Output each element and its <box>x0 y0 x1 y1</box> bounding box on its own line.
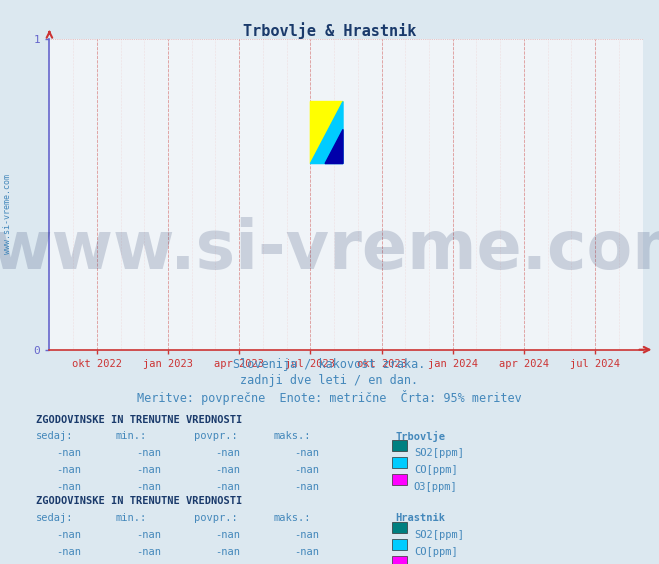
Text: zadnji dve leti / en dan.: zadnji dve leti / en dan. <box>241 374 418 387</box>
Text: SO2[ppm]: SO2[ppm] <box>414 530 464 540</box>
Text: CO[ppm]: CO[ppm] <box>414 547 457 557</box>
Text: www.si-vreme.com: www.si-vreme.com <box>0 217 659 284</box>
Text: SO2[ppm]: SO2[ppm] <box>414 448 464 459</box>
Text: Slovenija / kakovost zraka.: Slovenija / kakovost zraka. <box>233 358 426 371</box>
Text: -nan: -nan <box>294 530 319 540</box>
Text: -nan: -nan <box>294 448 319 459</box>
Text: -nan: -nan <box>57 547 82 557</box>
Text: -nan: -nan <box>215 482 240 492</box>
Text: -nan: -nan <box>57 465 82 475</box>
Text: -nan: -nan <box>215 530 240 540</box>
Text: -nan: -nan <box>294 465 319 475</box>
Text: www.si-vreme.com: www.si-vreme.com <box>3 174 13 254</box>
Text: -nan: -nan <box>215 448 240 459</box>
Text: Trbovlje: Trbovlje <box>395 431 445 443</box>
Text: sedaj:: sedaj: <box>36 431 74 442</box>
Text: min.:: min.: <box>115 431 146 442</box>
Text: CO[ppm]: CO[ppm] <box>414 465 457 475</box>
Text: Trbovlje & Hrastnik: Trbovlje & Hrastnik <box>243 23 416 39</box>
Polygon shape <box>325 130 343 164</box>
Text: maks.:: maks.: <box>273 431 311 442</box>
Text: sedaj:: sedaj: <box>36 513 74 523</box>
Text: -nan: -nan <box>136 482 161 492</box>
Text: O3[ppm]: O3[ppm] <box>414 482 457 492</box>
Text: Hrastnik: Hrastnik <box>395 513 445 523</box>
Text: Meritve: povprečne  Enote: metrične  Črta: 95% meritev: Meritve: povprečne Enote: metrične Črta:… <box>137 390 522 405</box>
Text: -nan: -nan <box>57 482 82 492</box>
Text: -nan: -nan <box>57 530 82 540</box>
Text: -nan: -nan <box>136 530 161 540</box>
Text: ZGODOVINSKE IN TRENUTNE VREDNOSTI: ZGODOVINSKE IN TRENUTNE VREDNOSTI <box>36 496 243 506</box>
Text: ZGODOVINSKE IN TRENUTNE VREDNOSTI: ZGODOVINSKE IN TRENUTNE VREDNOSTI <box>36 415 243 425</box>
Text: -nan: -nan <box>294 547 319 557</box>
Text: -nan: -nan <box>215 547 240 557</box>
Text: -nan: -nan <box>136 547 161 557</box>
Polygon shape <box>310 102 343 164</box>
Text: min.:: min.: <box>115 513 146 523</box>
Text: -nan: -nan <box>136 448 161 459</box>
Text: maks.:: maks.: <box>273 513 311 523</box>
Text: povpr.:: povpr.: <box>194 431 238 442</box>
Text: -nan: -nan <box>136 465 161 475</box>
Text: -nan: -nan <box>215 465 240 475</box>
Text: -nan: -nan <box>57 448 82 459</box>
Polygon shape <box>310 102 343 164</box>
Text: povpr.:: povpr.: <box>194 513 238 523</box>
Text: -nan: -nan <box>294 482 319 492</box>
